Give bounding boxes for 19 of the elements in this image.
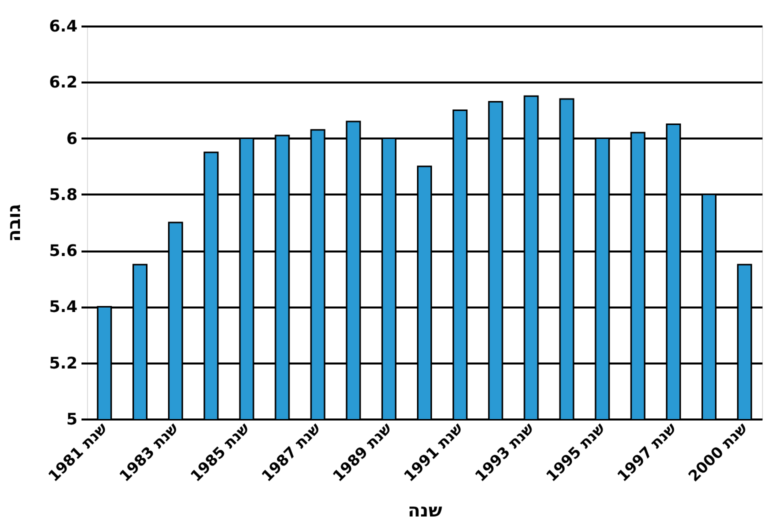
- x-axis-title: שנה: [408, 500, 442, 522]
- y-tick-label: 6.2: [49, 72, 78, 92]
- x-tick-label: שנת 1989: [329, 418, 396, 486]
- x-tick-label: שנת 1995: [542, 418, 610, 486]
- y-tick-label: 5: [66, 410, 78, 428]
- x-tick-label: שנת 1985: [187, 418, 254, 486]
- x-tick-label: שנת 2000: [684, 418, 752, 486]
- y-tick-label: 5.8: [49, 184, 78, 204]
- x-tick-label: שנת 1987: [258, 418, 325, 486]
- x-tick-label: שנת 1993: [472, 418, 538, 486]
- y-tick-label: 6.4: [49, 16, 78, 36]
- y-tick-label: 5.6: [49, 241, 78, 260]
- y-tick-label: 5.4: [49, 297, 78, 316]
- x-tick-label: שנת 1991: [400, 418, 467, 486]
- x-tick-label: שנת 1983: [116, 418, 182, 486]
- y-axis-title: גובה: [4, 204, 26, 242]
- x-tick-label: שנת 1997: [614, 418, 680, 486]
- y-tick-label: 6: [66, 128, 78, 148]
- y-tick-label: 5.2: [49, 353, 78, 372]
